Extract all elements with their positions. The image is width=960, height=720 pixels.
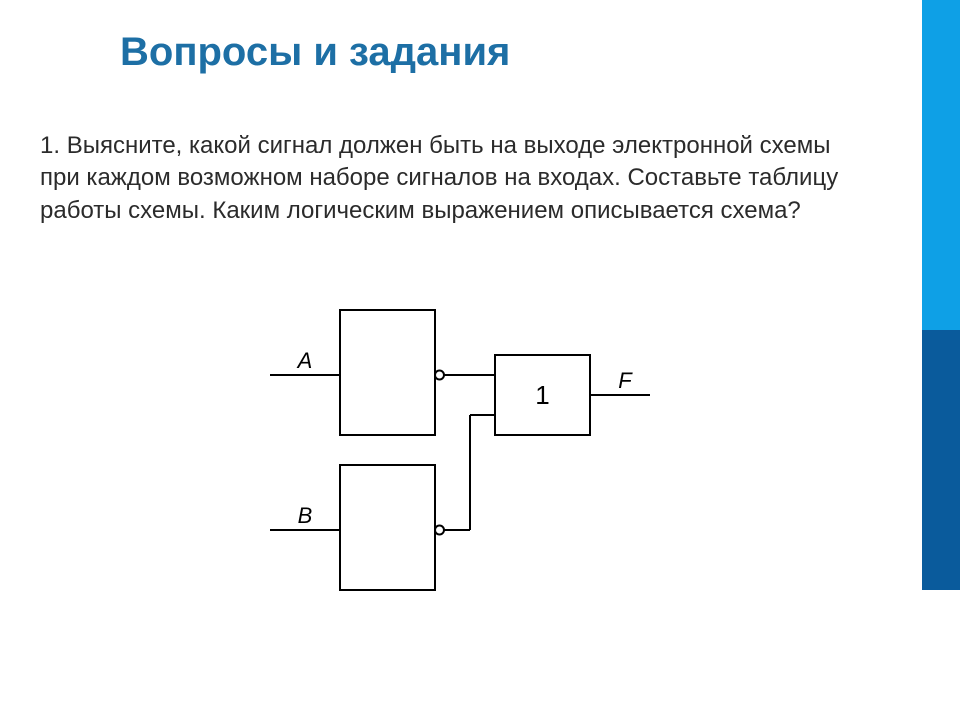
inversion-bubble	[435, 371, 444, 380]
page-title: Вопросы и задания	[120, 30, 510, 75]
question-number: 1.	[40, 132, 60, 159]
inversion-bubble	[435, 526, 444, 535]
diagram-label: B	[298, 503, 313, 528]
stripe-dark	[922, 330, 960, 590]
diagram-label: 1	[535, 380, 549, 410]
gate-body	[340, 310, 435, 435]
question-body: Выясните, какой сигнал должен быть на вы…	[40, 132, 838, 224]
diagram-label: A	[296, 348, 313, 373]
diagram-label: F	[618, 368, 633, 393]
logic-circuit-diagram: 1 A B F	[270, 300, 670, 620]
gate-body	[340, 465, 435, 590]
question-text: 1. Выясните, какой сигнал должен быть на…	[40, 130, 860, 227]
